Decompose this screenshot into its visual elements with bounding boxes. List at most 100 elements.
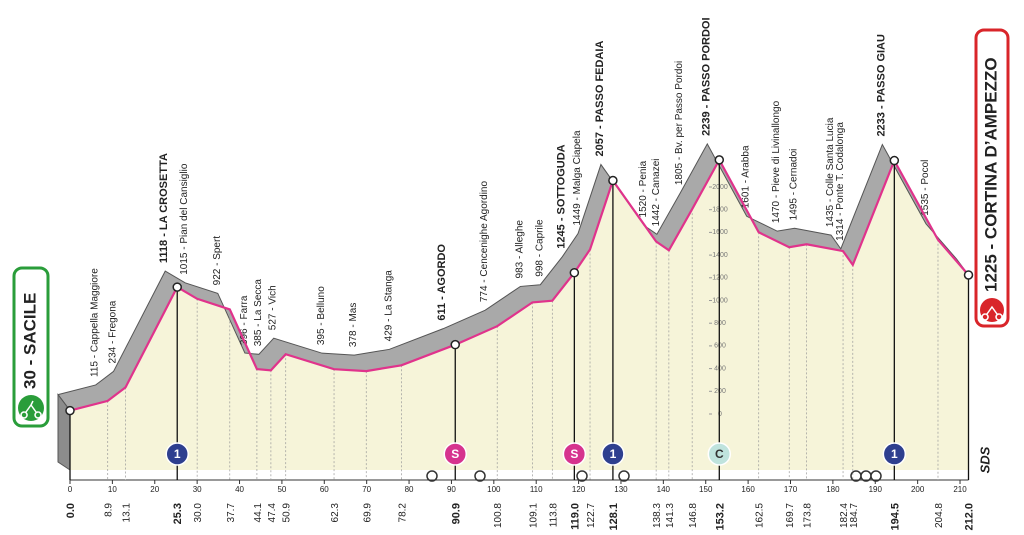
distance-label: 62.3 <box>330 503 341 523</box>
place-label: 983 - Alleghe <box>514 220 525 279</box>
x-tick-label: 140 <box>657 485 671 494</box>
distance-label: 173.8 <box>803 503 814 528</box>
x-tick-label: 80 <box>405 485 414 494</box>
marker-label: 1 <box>891 447 898 461</box>
distance-label: 153.2 <box>714 503 726 531</box>
marker <box>601 442 625 466</box>
place-label: 1535 - Pocol <box>920 160 931 216</box>
distance-label: 30.0 <box>193 503 204 523</box>
place-label: 429 - La Stanga <box>383 270 394 342</box>
marker <box>882 442 907 466</box>
y-tick-label: 600 <box>714 343 726 350</box>
marker <box>443 442 468 466</box>
marker-label: C <box>715 447 724 461</box>
place-label: 527 - Vich <box>268 285 279 330</box>
point <box>714 155 725 165</box>
icons <box>426 470 882 482</box>
place-label: 1442 - Canazei <box>651 159 662 227</box>
start-banner <box>12 266 50 428</box>
point <box>569 267 580 278</box>
point <box>172 282 182 292</box>
x-tick-label: 210 <box>953 485 967 494</box>
place-label: 774 - Cencenighe Agordino <box>479 181 490 303</box>
marker <box>562 442 587 466</box>
place-label: 611 - AGORDO <box>436 244 448 321</box>
place-label: 2239 - PASSO PORDOI <box>700 17 712 135</box>
marker-label: S <box>570 447 578 461</box>
point <box>889 155 900 166</box>
place-label: 378 - Mas <box>348 303 359 347</box>
point <box>963 270 974 280</box>
point <box>608 175 618 186</box>
distance-label: 47.4 <box>267 503 278 523</box>
place-label: 2057 - PASSO FEDAIA <box>594 41 606 157</box>
distance-label: 90.9 <box>450 503 462 524</box>
marker-label: S <box>451 447 459 461</box>
y-tick-label: 1400 <box>712 252 728 259</box>
y-tick-label: 2000 <box>712 184 728 191</box>
place-label: 1015 - Pian del Cansiglio <box>179 163 190 275</box>
place-label: 998 - Caprile <box>534 219 545 277</box>
distance-label: 50.9 <box>282 503 293 523</box>
place-label: 1805 - Bv. per Passo Pordoi <box>674 61 685 185</box>
distance-label: 169.7 <box>785 503 796 528</box>
finish-icon <box>980 298 1004 322</box>
y-tick-label: 0 <box>718 411 722 418</box>
start-icon <box>18 395 44 421</box>
distance-label: 78.2 <box>397 503 408 523</box>
point <box>65 405 75 416</box>
place-label: 1495 - Cernadoi <box>789 149 800 221</box>
place-label: 1314 - Ponte T. Codalonga <box>835 122 846 241</box>
start-label: 30 - SACILE <box>20 293 39 389</box>
profile-fill <box>70 159 969 470</box>
finish-banner <box>974 28 1010 328</box>
point <box>450 339 461 350</box>
finish-label: 1225 - CORTINA D’AMPEZZO <box>981 57 1000 292</box>
place-label: 1245 - SOTTOGUDA <box>555 144 567 248</box>
cyclist-icon <box>981 305 1003 321</box>
cyclist-icon <box>20 400 42 419</box>
distance-label: 25.3 <box>172 503 184 524</box>
profile-line <box>69 157 970 412</box>
y-tick-label: 1200 <box>712 275 728 282</box>
place-label: 922 - Spert <box>212 236 223 286</box>
distance-label: 13.1 <box>122 503 133 523</box>
y-tick-label: 200 <box>714 388 726 395</box>
distance-label: 194.5 <box>889 503 901 531</box>
distance-label: 109.1 <box>528 503 539 528</box>
distance-label: 44.1 <box>253 503 264 523</box>
distance-label: 204.8 <box>934 503 945 528</box>
distance-label: 212.0 <box>964 503 976 531</box>
marker-label: 1 <box>610 447 617 461</box>
place-label: 1470 - Pieve di Livinallongo <box>771 100 782 223</box>
distance-label: 162.5 <box>755 503 766 528</box>
x-tick-label: 30 <box>193 485 202 494</box>
marker <box>707 442 732 466</box>
x-tick-label: 110 <box>530 485 543 494</box>
x-tick-label: 130 <box>614 485 628 494</box>
y-tick-label: 1000 <box>712 297 728 304</box>
x-tick-label: 20 <box>150 485 159 494</box>
place-label: 1118 - LA CROSETTA <box>158 153 170 263</box>
distance-label: 113.8 <box>548 503 559 528</box>
distance-label: 100.8 <box>493 503 504 528</box>
distance-label: 8.9 <box>104 503 115 517</box>
place-label: 234 - Fregona <box>108 300 119 363</box>
x-tick-label: 150 <box>699 485 713 494</box>
x-tick-label: 70 <box>362 485 371 494</box>
x-tick-label: 190 <box>869 485 883 494</box>
x-tick-label: 180 <box>826 485 840 494</box>
distance-label: 122.7 <box>586 503 597 528</box>
distance-label: 146.8 <box>688 503 699 528</box>
distance-label: 0.0 <box>65 503 77 518</box>
distance-label: 182.4 <box>839 503 850 528</box>
distance-label: 141.3 <box>665 503 676 528</box>
marker-label: 1 <box>174 447 181 461</box>
distance-label: 37.7 <box>226 503 237 523</box>
place-label: 2233 - PASSO GIAU <box>875 34 887 137</box>
marker <box>165 442 189 466</box>
x-tick-label: 160 <box>741 485 755 494</box>
x-tick-label: 120 <box>572 485 586 494</box>
